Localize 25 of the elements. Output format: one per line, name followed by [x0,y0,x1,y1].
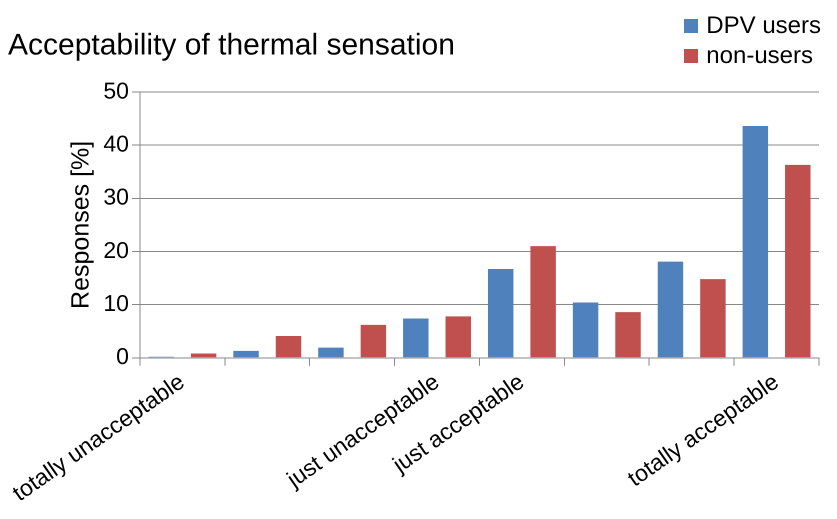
bar [700,279,726,358]
bar [572,302,598,358]
bar [530,246,556,358]
bar [233,350,259,358]
bar [742,126,768,358]
y-axis-title: Responses [%] [66,140,94,309]
y-tick-label: 10 [103,290,129,316]
y-tick-label: 40 [103,130,129,156]
chart-title: Acceptability of thermal sensation [8,28,455,62]
bar [488,269,514,358]
bar [360,324,386,358]
bar [615,312,641,358]
y-tick-label: 50 [103,77,129,104]
bar [785,164,811,358]
bar [276,336,302,358]
legend-label: non-users [706,42,814,70]
bar [658,262,684,358]
bar [446,316,471,358]
bar [403,318,429,358]
y-tick-label: 30 [103,184,129,210]
bar [318,348,344,358]
y-tick-label: 20 [103,236,129,263]
legend-label: DPV users [706,12,821,40]
y-tick-label: 0 [116,343,129,370]
bar [190,354,216,358]
